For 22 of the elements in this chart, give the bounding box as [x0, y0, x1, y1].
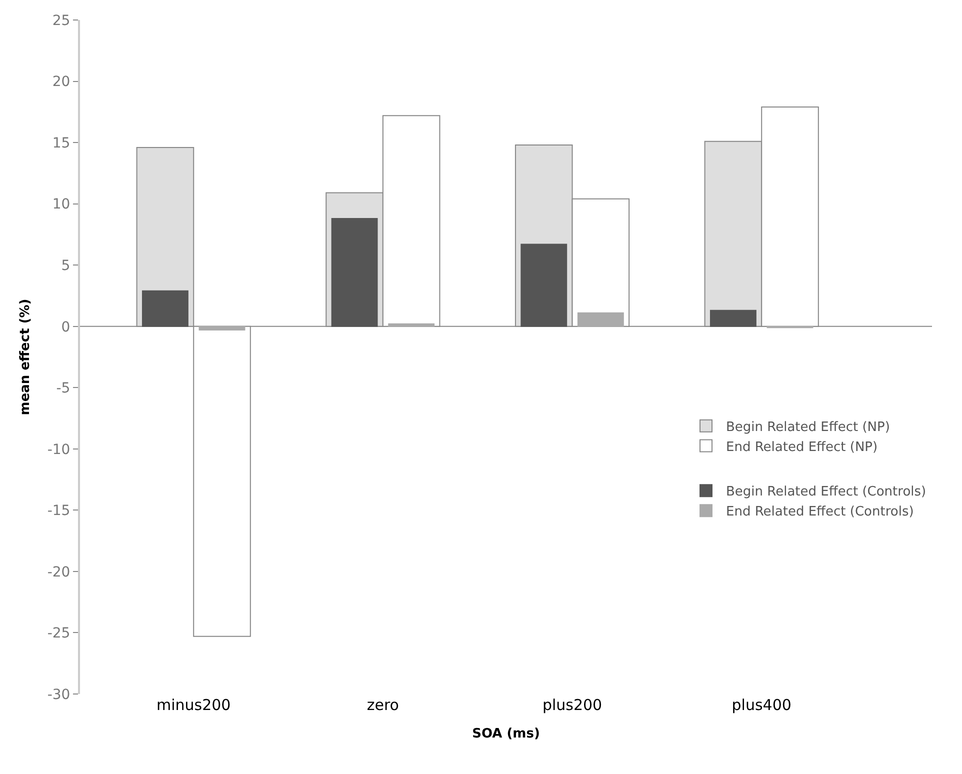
y-tick-label: 15 [52, 135, 70, 152]
x-tick-label: plus200 [542, 696, 602, 714]
legend-label: Begin Related Effect (NP) [726, 420, 890, 435]
x-tick-label: zero [366, 696, 399, 714]
legend-label: Begin Related Effect (Controls) [726, 484, 926, 500]
y-tick-label: 25 [52, 12, 70, 29]
y-tick-label: 10 [52, 196, 70, 213]
y-tick-label: -25 [47, 626, 70, 642]
y-tick-label: 5 [61, 258, 70, 274]
x-axis-title: SOA (ms) [472, 726, 540, 742]
y-tick-label: -15 [47, 503, 70, 520]
x-tick-label: plus400 [732, 696, 792, 714]
y-tick-label: 20 [52, 74, 70, 90]
y-tick-label: -5 [56, 380, 70, 397]
y-tick-label: -10 [47, 442, 70, 458]
legend-label: End Related Effect (Controls) [726, 504, 914, 520]
legend-label: End Related Effect (NP) [726, 440, 878, 455]
y-tick-label: -30 [47, 686, 70, 703]
y-tick-label: -20 [47, 564, 70, 580]
y-axis-title: mean effect (%) [18, 298, 33, 416]
y-tick-label: 0 [61, 319, 70, 336]
x-tick-label: minus200 [156, 696, 231, 714]
